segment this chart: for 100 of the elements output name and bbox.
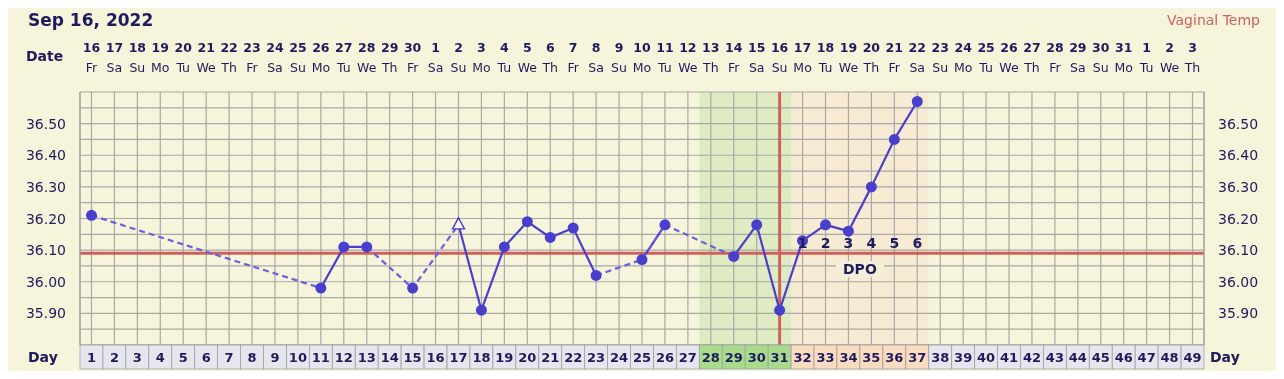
x2-tick-label: 24 Mo (952, 39, 974, 77)
x2-tick-label: 18 Tu (815, 39, 836, 77)
x2-tick-label: 28 Fr (1045, 39, 1065, 77)
point (498, 241, 510, 253)
x2-tick-label: 7 Fr (566, 39, 580, 77)
point (338, 241, 350, 253)
x2-tick-label: 30 Su (1091, 39, 1111, 77)
x2-tick-label: 19 We (837, 39, 860, 77)
x2-tick-label: 11 Tu (655, 39, 675, 77)
x2-tick-label: 3 Th (1183, 39, 1202, 77)
point (820, 219, 832, 231)
x-tick-label: 13 (357, 350, 376, 365)
x-tick-label: 31 (770, 350, 789, 365)
point (85, 209, 97, 221)
point (451, 217, 466, 230)
point (544, 231, 556, 243)
x2-tick-label: 27 Th (1022, 39, 1042, 77)
x2-tick-label: 9 Su (610, 39, 628, 77)
x2-tick-label: 16 Fr (81, 39, 102, 77)
point (590, 269, 602, 281)
x2-axis-title: Date (26, 48, 64, 64)
x-tick-label: 42 (1022, 350, 1042, 365)
x-tick-label: 11 (311, 350, 330, 365)
point (567, 222, 579, 234)
x2-tick-label: 1 Sa (426, 39, 445, 77)
x2-tick-label: 30 Fr (402, 39, 423, 77)
x2-tick-label: 22 Sa (907, 39, 927, 77)
x2-tick-label: 10 Mo (631, 39, 653, 77)
y-tick-label: 36.30 (25, 178, 66, 195)
point (315, 282, 327, 294)
x2-tick-label: 20 Th (861, 39, 882, 77)
x-tick-label: 23 (587, 350, 606, 365)
point (636, 254, 648, 266)
y2-tick-label: 35.90 (1218, 305, 1259, 322)
x2-tick-label: 21 We (195, 39, 217, 77)
x-axis-title: Day (1210, 349, 1240, 365)
y-tick-label: 36.40 (25, 147, 66, 164)
x2-tick-label: 15 Sa (747, 39, 767, 77)
x2-tick-label: 5 We (516, 39, 538, 77)
x-tick-label: 37 (908, 350, 927, 365)
text: Vaginal Temp (1167, 12, 1260, 28)
x-tick-label: 25 (632, 350, 652, 365)
x2-tick-label: 1 Tu (1138, 39, 1155, 77)
x-tick-label: 41 (999, 350, 1019, 365)
x-tick-label: 6 (201, 350, 211, 365)
x-tick-label: 3 (132, 350, 142, 365)
annotation: 2 (819, 235, 832, 252)
x-tick-label: 16 (426, 350, 445, 365)
x-tick-label: 43 (1045, 350, 1064, 365)
chart-title: Sep 16, 2022 (28, 10, 154, 30)
x-tick-label: 21 (541, 350, 560, 365)
point (659, 219, 671, 231)
x-tick-label: 2 (109, 350, 119, 365)
x-tick-label: 5 (178, 350, 188, 365)
x-tick-label: 30 (747, 350, 766, 365)
x2-tick-label: 29 Th (379, 39, 400, 77)
point (361, 241, 373, 253)
y-tick-label: 36.50 (25, 115, 66, 132)
x-tick-label: 19 (495, 350, 514, 365)
x-tick-label: 46 (1114, 350, 1133, 365)
x2-tick-label: 18 Su (127, 39, 148, 77)
x-tick-label: 4 (155, 350, 165, 365)
point (521, 216, 533, 228)
x-tick-label: 32 (793, 350, 812, 365)
y2-tick-label: 36.00 (1218, 273, 1259, 290)
x2-tick-label: 2 Su (449, 39, 468, 77)
x-tick-label: 24 (610, 350, 629, 365)
y-tick-label: 35.90 (25, 305, 66, 322)
x-tick-label: 35 (862, 350, 881, 365)
y2-tick-label: 36.40 (1218, 147, 1259, 164)
point (407, 282, 419, 294)
x-tick-label: 44 (1068, 350, 1087, 365)
x-tick-label: 17 (449, 350, 468, 365)
x-tick-label: 36 (885, 350, 904, 365)
x2-tick-label: 8 Sa (587, 39, 605, 77)
x2-tick-label: 24 Sa (265, 39, 285, 77)
x2-tick-label: 28 We (356, 39, 378, 77)
point (774, 304, 786, 316)
x2-tick-label: 13 Th (701, 39, 721, 77)
x2-tick-label: 27 Tu (334, 39, 354, 77)
x-tick-label: 9 (270, 350, 280, 365)
x-tick-label: 14 (380, 350, 399, 365)
x2-tick-label: 12 We (677, 39, 699, 77)
x2-tick-label: 26 We (998, 39, 1020, 77)
x-tick-label: 7 (224, 350, 234, 365)
x-tick-label: 20 (518, 350, 537, 365)
x-tick-label: 28 (701, 350, 720, 365)
y2-tick-label: 36.50 (1218, 115, 1259, 132)
point (475, 304, 487, 316)
x2-tick-label: 25 Su (288, 39, 308, 77)
x2-tick-label: 4 Tu (496, 39, 513, 77)
x2-tick-label: 3 Mo (471, 39, 492, 77)
text: Day (28, 349, 58, 365)
x-tick-label: 15 (403, 350, 422, 365)
x-tick-label: 38 (931, 350, 950, 365)
x-tick-label: 40 (977, 350, 996, 365)
annotation: 5 (888, 235, 901, 252)
x2-tick-label: 16 Su (769, 39, 790, 77)
x2-tick-label: 23 Su (930, 39, 950, 77)
x-tick-label: 49 (1183, 350, 1202, 365)
